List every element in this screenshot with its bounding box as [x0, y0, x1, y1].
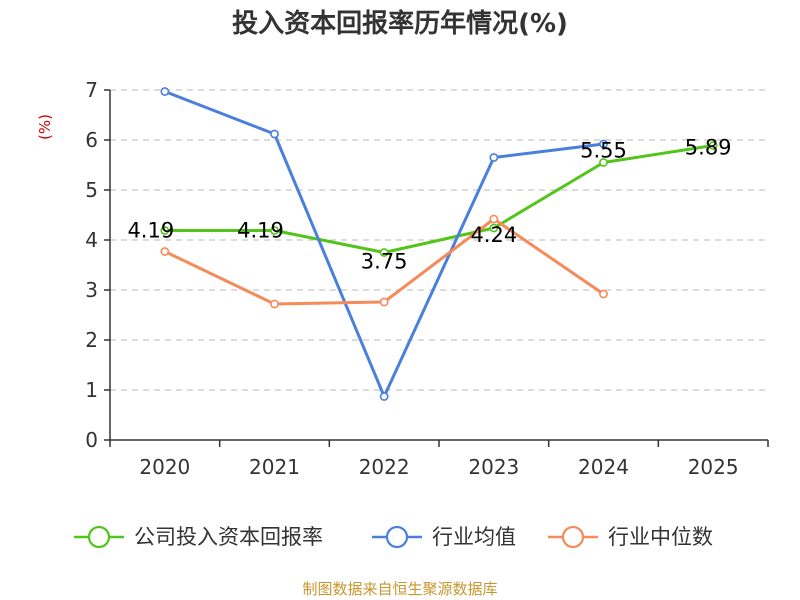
data-label: 5.89	[685, 136, 732, 160]
series-line-0	[164, 144, 714, 254]
series-lines	[160, 87, 718, 401]
legend-marker-0[interactable]	[87, 525, 111, 549]
data-point-1[interactable]	[489, 153, 499, 162]
y-tick-label: 4	[85, 228, 98, 252]
source-note: 制图数据来自恒生聚源数据库	[302, 580, 497, 598]
x-tick-label: 2025	[688, 455, 739, 479]
legend-label-1[interactable]: 行业均值	[432, 525, 516, 549]
data-labels: 4.19 4.19 3.75 4.24 5.55 5.89	[127, 136, 731, 274]
data-point-1[interactable]	[160, 87, 170, 96]
data-point-2[interactable]	[599, 289, 608, 299]
legend-marker-2[interactable]	[561, 525, 585, 549]
x-tick-label: 2022	[359, 455, 410, 479]
data-point-0[interactable]	[599, 158, 608, 167]
data-point-1[interactable]	[270, 129, 279, 139]
y-tick-label: 3	[85, 278, 98, 302]
x-tick-label: 2020	[139, 455, 190, 479]
legend[interactable]: 公司投入资本回报率 行业均值 行业中位数	[74, 525, 713, 549]
data-point-0[interactable]	[270, 226, 279, 235]
y-tick-label: 2	[85, 328, 98, 352]
x-tick-label: 2021	[249, 455, 300, 479]
y-tick-label: 5	[85, 178, 98, 202]
data-point-0[interactable]	[160, 226, 170, 235]
data-point-0[interactable]	[379, 248, 389, 257]
x-tick-label: 2024	[578, 455, 629, 479]
data-point-2[interactable]	[160, 247, 170, 256]
data-point-1[interactable]	[599, 139, 608, 149]
legend-label-2[interactable]: 行业中位数	[608, 525, 713, 549]
data-point-2[interactable]	[270, 299, 279, 309]
legend-marker-1[interactable]	[385, 525, 409, 549]
data-point-1[interactable]	[379, 392, 389, 401]
y-axis-unit-label: (%)	[36, 114, 54, 140]
y-tick-label: 7	[85, 78, 98, 102]
series-line-1	[164, 90, 604, 398]
x-tick-label: 2023	[468, 455, 519, 479]
data-label: 5.55	[580, 139, 627, 163]
data-label: 3.75	[361, 250, 408, 274]
y-tick-label: 6	[85, 128, 98, 152]
data-label: 4.19	[237, 219, 284, 243]
data-point-2[interactable]	[379, 297, 389, 307]
data-point-0[interactable]	[489, 223, 499, 233]
data-label: 4.19	[127, 219, 174, 243]
legend-label-0[interactable]: 公司投入资本回报率	[134, 525, 323, 549]
y-tick-label: 0	[85, 428, 98, 452]
data-point-0[interactable]	[708, 141, 718, 150]
y-tick-label: 1	[85, 378, 98, 402]
chart-title: 投入资本回报率历年情况(%)	[232, 8, 568, 39]
data-point-2[interactable]	[489, 214, 499, 224]
data-label: 4.24	[470, 223, 517, 247]
axes: 0 1 2 3 4 5 6 7 2020 2021 2022 2023 2024 2025	[85, 78, 769, 479]
